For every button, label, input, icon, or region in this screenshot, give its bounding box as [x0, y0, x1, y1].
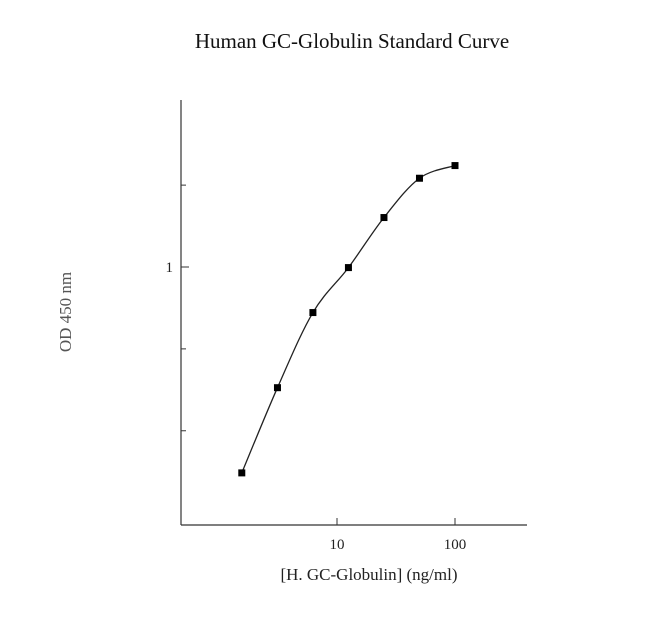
- x-tick-label-100: 100: [444, 537, 467, 553]
- data-points: [238, 162, 459, 477]
- fitted-curve-line: [241, 164, 456, 474]
- chart-axes: [180, 100, 527, 526]
- data-point-3: [309, 309, 317, 317]
- axis-ticks: 10 100 1: [166, 184, 467, 553]
- y-tick-label-1: 1: [166, 260, 174, 276]
- data-point-1: [238, 469, 246, 477]
- data-point-6: [415, 174, 423, 182]
- data-point-4: [344, 264, 352, 272]
- x-axis-title: [H. GC-Globulin] (ng/ml): [280, 565, 457, 584]
- chart-title: Human GC-Globulin Standard Curve: [195, 29, 509, 53]
- data-point-5: [380, 214, 388, 222]
- data-point-7: [451, 162, 459, 170]
- x-tick-label-10: 10: [330, 537, 345, 553]
- y-axis-title: OD 450 nm: [56, 272, 75, 352]
- data-point-2: [273, 384, 281, 392]
